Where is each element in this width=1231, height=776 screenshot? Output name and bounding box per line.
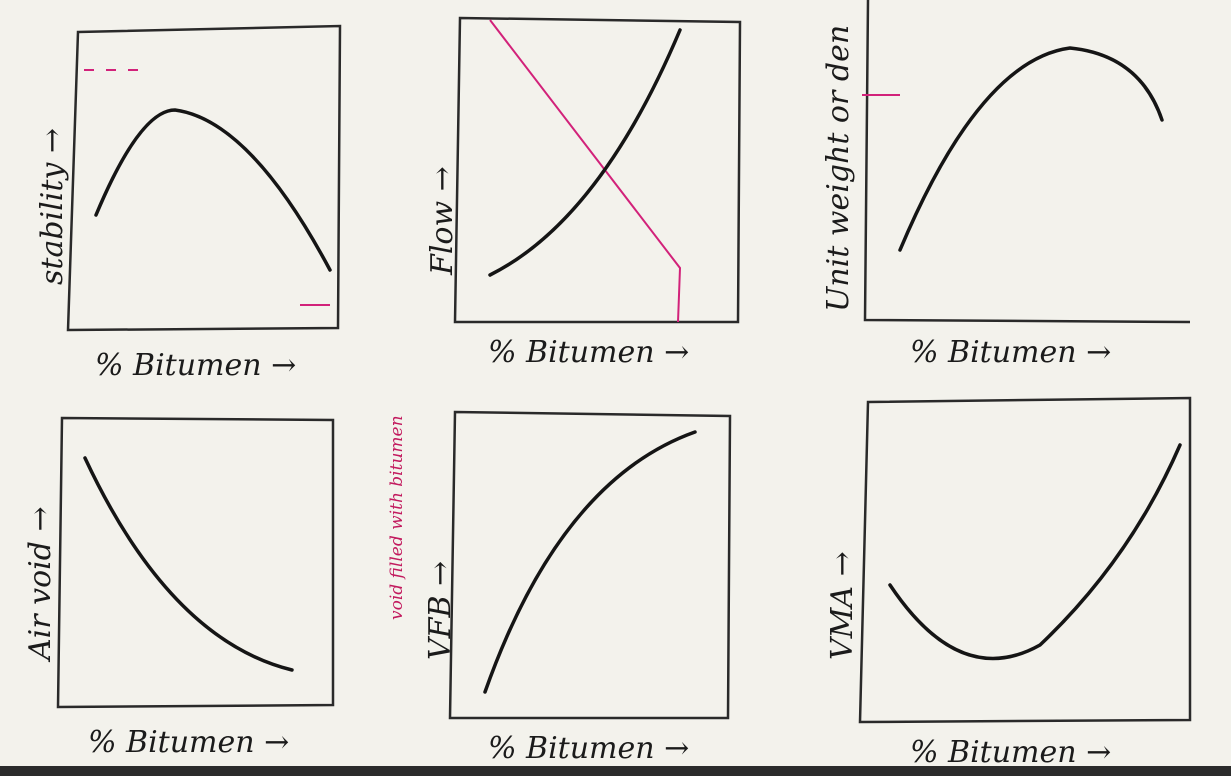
y-axis-label: VMA → [825,551,860,660]
y-axis-label: VFB → [423,561,458,660]
x-axis-label: % Bitumen → [910,735,1111,770]
x-axis-label: % Bitumen → [488,335,689,370]
x-axis-label: % Bitumen → [488,731,689,766]
sketch-page: stability → % Bitumen → Flow → % Bitumen… [0,0,1231,776]
x-axis-label: % Bitumen → [95,348,296,383]
y-axis-label: Unit weight or den [821,25,856,312]
y-axis-label: Flow → [425,166,460,276]
y-axis-label: stability → [35,128,70,285]
paper [0,0,1231,776]
annotation: void filled with bitumen [387,415,407,620]
x-axis-label: % Bitumen → [910,335,1111,370]
y-axis-label: Air void → [23,506,58,663]
x-axis-label: % Bitumen → [88,725,289,760]
